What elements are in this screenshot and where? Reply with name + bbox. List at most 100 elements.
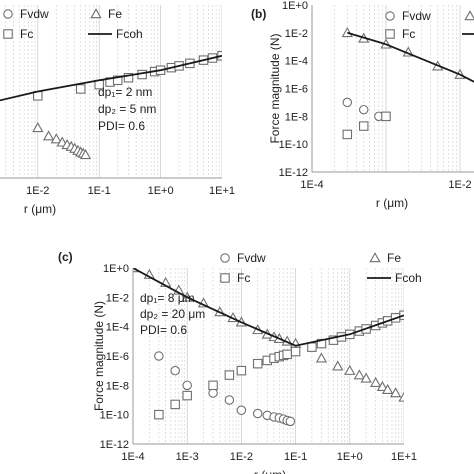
fe-point-18	[353, 369, 365, 380]
fcoh-line	[133, 268, 404, 347]
fe-point-20	[370, 376, 382, 388]
x-tick-label-3: 1E+0	[148, 185, 174, 197]
x-tick-label-2: 1E-2	[230, 451, 253, 463]
fc-point-4	[224, 370, 235, 380]
fvdw-point-12	[285, 416, 296, 427]
fvdw-point-5	[236, 405, 247, 416]
plot-area	[312, 5, 474, 172]
fc-point-6	[252, 358, 263, 369]
parameter-notes: dp₁= 8 μm dp₂ = 20 μm PDI= 0.6	[140, 291, 205, 337]
series-fcoh	[0, 54, 222, 102]
fe-point-legend	[90, 8, 102, 19]
fe-point-17	[344, 364, 356, 375]
fcoh-line	[0, 54, 222, 102]
x-tick-label-1: 1E-2	[26, 185, 49, 197]
fc-point-legend	[3, 29, 13, 39]
y-tick-label-4: 1E-8	[106, 380, 129, 392]
legend-label-fe: Fe	[108, 7, 122, 21]
fe-point-22	[382, 383, 394, 394]
parameter-note-0: dp₁= 2 nm	[98, 85, 152, 99]
legend-label-fcoh: Fcoh	[395, 271, 422, 285]
fe-point-15	[315, 352, 328, 363]
x-tick-label-4: 1E+0	[337, 451, 363, 463]
fvdw-point-2	[182, 380, 192, 391]
y-tick-label-6: 1E-12	[100, 439, 129, 451]
y-tick-label-6: 1E-12	[279, 167, 308, 179]
legend-label-fvdw: Fvdw	[237, 251, 266, 265]
plot-area	[0, 5, 222, 178]
fc-point-0	[154, 409, 164, 420]
fvdw-point-legend	[3, 9, 13, 19]
legend: Fvdw Fe Fc Fcoh	[220, 251, 422, 285]
fc-point-3	[208, 380, 218, 391]
y-tick-label-1: 1E-2	[285, 28, 308, 40]
y-tick-label-3: 1E-6	[285, 84, 308, 96]
fvdw-point-0	[342, 97, 353, 108]
legend-label-fcoh: Fcoh	[116, 27, 143, 41]
fe-point-1	[42, 130, 55, 141]
legend-label-fvdw: Fvdw	[402, 9, 431, 23]
series-fcoh	[133, 268, 404, 347]
series-fe	[32, 122, 92, 160]
plot-area	[133, 268, 404, 444]
fc-point-12	[290, 346, 301, 357]
fc-point-5	[236, 365, 247, 376]
fe-point-24	[398, 391, 404, 402]
legend-label-fe: Fe	[387, 251, 401, 265]
parameter-note-1: dp₂ = 20 μm	[140, 307, 205, 321]
fc-point-2	[381, 111, 391, 122]
x-axis-label: r (μm)	[254, 468, 286, 474]
x-tick-label-0: 1E-4	[300, 179, 323, 191]
x-tick-label-0: 1E-4	[121, 451, 144, 463]
panel-letter: (c)	[58, 250, 73, 264]
legend-label-fvdw: Fvdw	[20, 7, 49, 21]
fe-point-legend	[464, 10, 474, 21]
fvdw-point-1	[358, 104, 369, 115]
series-fvdw	[154, 351, 296, 427]
y-tick-label-5: 1E-10	[279, 139, 308, 151]
fvdw-point-legend	[385, 11, 395, 21]
fe-point-19	[360, 372, 372, 383]
parameter-note-2: PDI= 0.6	[98, 119, 145, 133]
parameter-note-1: dp₂ = 5 nm	[98, 102, 156, 116]
y-axis-label: Force magnitude (N)	[92, 301, 106, 411]
fc-point-11	[282, 349, 292, 360]
x-tick-label-1: 1E-2	[448, 179, 471, 191]
y-axis-label: Force magnitude (N)	[268, 33, 282, 143]
fvdw-point-legend	[220, 253, 230, 263]
y-tick-label-2: 1E-4	[285, 56, 308, 68]
fc-point-legend	[385, 29, 395, 39]
fc-point-24	[399, 310, 404, 321]
fe-point-legend	[369, 252, 381, 263]
fc-point-1	[358, 121, 369, 131]
fc-point-legend	[220, 273, 230, 283]
fcoh-line	[347, 31, 474, 83]
fvdw-point-6	[252, 408, 263, 419]
chart-panel-a: 1E-31E-21E-11E+01E+1r (μm)FvdwFeFcFcohdp…	[0, 5, 235, 216]
fe-point-23	[389, 387, 402, 398]
x-tick-label-5: 1E+1	[391, 451, 417, 463]
y-tick-label-0: 1E+0	[103, 263, 129, 275]
fc-point-2	[182, 390, 192, 401]
fe-point-10	[79, 149, 92, 160]
y-tick-label-1: 1E-2	[106, 292, 129, 304]
legend-label-fc: Fc	[237, 271, 250, 285]
y-tick-label-0: 1E+0	[282, 0, 308, 12]
fc-point-1	[170, 399, 180, 410]
fc-point-0	[342, 129, 353, 140]
x-axis-label: r (μm)	[376, 196, 408, 210]
parameter-notes: dp₁= 2 nm dp₂ = 5 nm PDI= 0.6	[98, 85, 156, 133]
fe-point-0	[341, 27, 353, 38]
x-tick-label-3: 1E-1	[284, 451, 307, 463]
legend-label-fc: Fc	[402, 27, 415, 41]
fc-point-4	[75, 84, 86, 94]
x-axis-label: r (μm)	[24, 202, 56, 216]
fvdw-point-1	[170, 365, 180, 376]
x-tick-label-2: 1E-1	[88, 185, 111, 197]
fc-point-7	[112, 75, 123, 86]
fe-point-21	[376, 380, 389, 392]
